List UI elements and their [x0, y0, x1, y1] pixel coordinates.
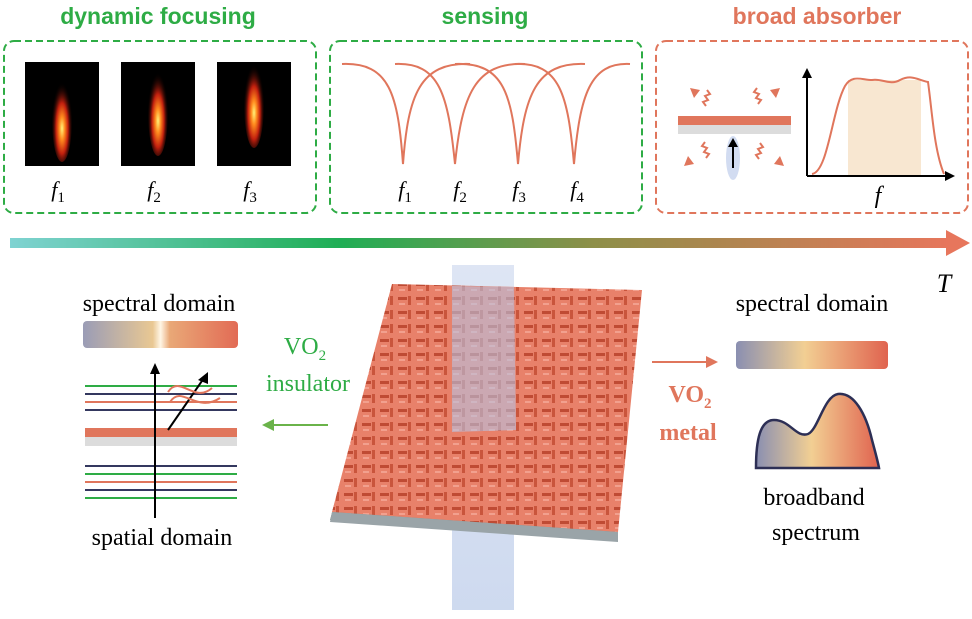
right-spectral-domain-label: spectral domain — [736, 291, 889, 317]
panel-title-broad-absorber: broad absorber — [733, 3, 902, 29]
focus-image-f3 — [217, 60, 291, 166]
panel-frame-sensing — [329, 40, 643, 214]
metasurface-device — [330, 265, 642, 610]
focus-image-f1 — [25, 62, 99, 166]
focus-image-f2 — [121, 62, 195, 166]
focus-label-f1: f1 — [51, 177, 65, 206]
right-spectral-bar — [736, 341, 888, 369]
panel-title-dynamic-focusing: dynamic focusing — [60, 3, 256, 29]
focus-label-f2: f2 — [147, 177, 161, 206]
left-diag-arrowhead — [198, 372, 208, 384]
sensing-spectra — [341, 62, 631, 165]
panel-title-sensing: sensing — [442, 3, 529, 29]
left-vo2-label: VO2 — [284, 334, 326, 364]
focus-label-f3: f3 — [243, 177, 257, 206]
sensing-label-f1: f1 — [398, 177, 412, 206]
temperature-arrow — [10, 230, 970, 256]
broadband-spectrum-shape — [754, 392, 881, 470]
right-metal-label: metal — [659, 420, 717, 446]
sensing-label-f3: f3 — [512, 177, 526, 206]
absorber-spectrum-plot — [802, 68, 955, 181]
panel-frame-dynamic-focusing — [3, 40, 317, 214]
left-state-arrow — [262, 419, 328, 431]
left-spectral-bar — [83, 321, 238, 348]
right-state-arrow — [652, 356, 718, 368]
broadband-label-line1: broadband — [763, 485, 864, 511]
left-layer-stack — [85, 385, 237, 499]
sensing-label-f2: f2 — [453, 177, 467, 206]
absorber-illustration — [678, 87, 791, 180]
left-insulator-label: insulator — [266, 371, 350, 397]
left-spatial-domain-label: spatial domain — [92, 525, 233, 551]
panel-frame-broad-absorber — [655, 40, 969, 214]
temperature-label: T — [937, 269, 953, 298]
sensing-label-f4: f4 — [570, 177, 584, 206]
right-vo2-label: VO2 — [668, 382, 711, 412]
left-up-arrowhead — [150, 363, 160, 374]
left-arrows — [154, 372, 221, 518]
left-spectral-domain-label: spectral domain — [83, 291, 236, 317]
absorber-axis-label: f — [875, 183, 885, 209]
broadband-label-line2: spectrum — [772, 520, 860, 546]
